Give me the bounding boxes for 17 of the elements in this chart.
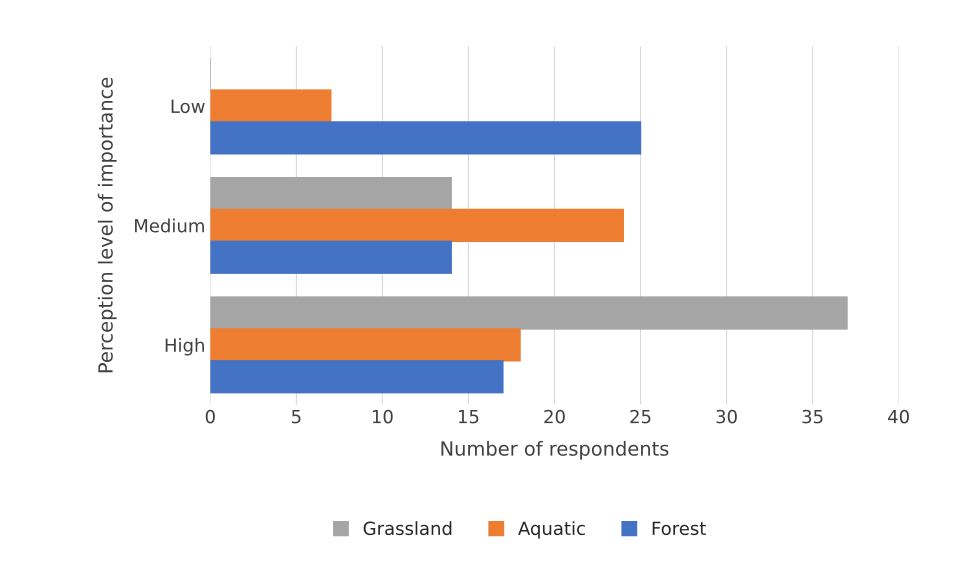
x-tick-label: 25 (630, 410, 650, 424)
x-tick-label: 10 (372, 410, 393, 424)
x-tick-label: 40 (888, 410, 909, 424)
legend-label: Grassland (364, 521, 452, 536)
x-tick-label: 5 (292, 410, 301, 424)
y-tick-label: Medium (135, 218, 204, 233)
legend-label: Forest (652, 522, 706, 536)
y-tick-label: Low (172, 100, 205, 114)
x-axis-title: Number of respondents (441, 440, 668, 460)
y-axis-title: Perception level of importance (98, 78, 117, 372)
x-tick-label: 20 (544, 410, 565, 424)
x-tick-label: 30 (716, 410, 737, 424)
x-tick-label: 15 (458, 410, 478, 424)
legend-label: Aquatic (518, 521, 585, 539)
x-tick-label: 35 (802, 410, 823, 424)
x-tick-label: 0 (206, 410, 215, 424)
y-tick-label: High (166, 338, 204, 356)
